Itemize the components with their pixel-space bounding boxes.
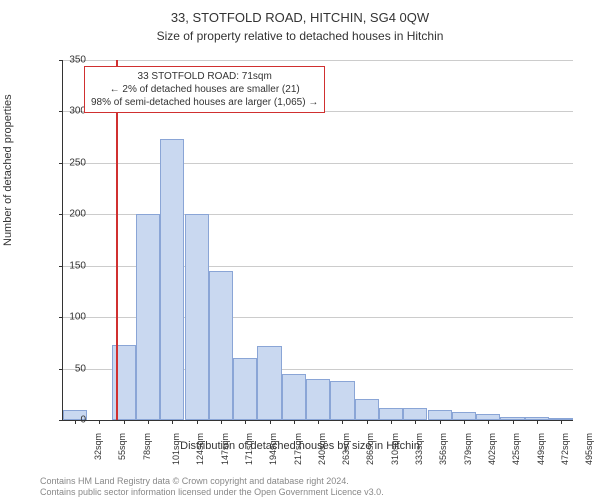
reference-line [116, 60, 118, 420]
histogram-bar [112, 345, 136, 420]
x-tick [367, 420, 368, 424]
x-tick [221, 420, 222, 424]
x-tick-label: 171sqm [244, 433, 254, 465]
x-tick [342, 420, 343, 424]
histogram-bar [136, 214, 160, 420]
x-tick [513, 420, 514, 424]
histogram-bar [282, 374, 306, 420]
histogram-bar [160, 139, 184, 420]
x-tick-label: 147sqm [220, 433, 230, 465]
histogram-bar [209, 271, 233, 420]
x-tick-label: 425sqm [511, 433, 521, 465]
footer-line1: Contains HM Land Registry data © Crown c… [40, 476, 384, 487]
y-tick-label: 50 [46, 363, 86, 374]
x-tick-label: 55sqm [117, 433, 127, 460]
chart-title: 33, STOTFOLD ROAD, HITCHIN, SG4 0QW [0, 10, 600, 27]
info-line: ← 2% of detached houses are smaller (21) [91, 83, 318, 96]
x-tick-label: 356sqm [438, 433, 448, 465]
info-line: 33 STOTFOLD ROAD: 71sqm [91, 70, 318, 83]
footer-attribution: Contains HM Land Registry data © Crown c… [40, 476, 384, 498]
x-tick-label: 333sqm [414, 433, 424, 465]
x-tick-label: 240sqm [317, 433, 327, 465]
x-tick [124, 420, 125, 424]
y-tick-label: 300 [46, 106, 86, 117]
histogram-bar [403, 408, 427, 420]
gridline [63, 60, 573, 61]
y-tick-label: 150 [46, 260, 86, 271]
x-tick-label: 78sqm [142, 433, 152, 460]
gridline [63, 163, 573, 164]
y-tick-label: 350 [46, 55, 86, 66]
y-tick-label: 100 [46, 312, 86, 323]
x-tick [148, 420, 149, 424]
histogram-bar [257, 346, 281, 420]
info-line: 98% of semi-detached houses are larger (… [91, 96, 318, 109]
histogram-bar [428, 410, 452, 420]
x-tick-label: 32sqm [93, 433, 103, 460]
histogram-bar [306, 379, 330, 420]
histogram-bar [379, 408, 403, 420]
x-tick [391, 420, 392, 424]
x-tick-label: 310sqm [390, 433, 400, 465]
x-tick-label: 286sqm [365, 433, 375, 465]
chart-subtitle: Size of property relative to detached ho… [0, 29, 600, 43]
chart-container: 33, STOTFOLD ROAD, HITCHIN, SG4 0QW Size… [0, 10, 600, 470]
x-tick [561, 420, 562, 424]
info-box: 33 STOTFOLD ROAD: 71sqm← 2% of detached … [84, 66, 325, 113]
histogram-bar [452, 412, 476, 420]
footer-line2: Contains public sector information licen… [40, 487, 384, 498]
x-tick [318, 420, 319, 424]
y-tick-label: 200 [46, 209, 86, 220]
y-tick-label: 250 [46, 157, 86, 168]
x-tick [270, 420, 271, 424]
x-tick [537, 420, 538, 424]
x-tick-label: 263sqm [341, 433, 351, 465]
plot-area [62, 60, 573, 421]
histogram-bar [185, 214, 209, 420]
x-tick-label: 449sqm [536, 433, 546, 465]
x-tick [294, 420, 295, 424]
x-tick-label: 402sqm [487, 433, 497, 465]
x-tick [440, 420, 441, 424]
x-tick-label: 124sqm [195, 433, 205, 465]
histogram-bar [233, 358, 257, 420]
y-tick-label: 0 [46, 415, 86, 426]
x-tick [99, 420, 100, 424]
x-tick-label: 495sqm [584, 433, 594, 465]
x-tick-label: 194sqm [268, 433, 278, 465]
histogram-bar [330, 381, 354, 420]
x-tick-label: 101sqm [171, 433, 181, 465]
x-tick [488, 420, 489, 424]
x-tick [464, 420, 465, 424]
x-tick [197, 420, 198, 424]
x-tick [172, 420, 173, 424]
x-tick-label: 379sqm [463, 433, 473, 465]
x-tick [245, 420, 246, 424]
x-tick-label: 217sqm [293, 433, 303, 465]
histogram-bar [355, 399, 379, 420]
x-tick [415, 420, 416, 424]
y-axis-label: Number of detached properties [2, 94, 14, 246]
x-tick-label: 472sqm [560, 433, 570, 465]
